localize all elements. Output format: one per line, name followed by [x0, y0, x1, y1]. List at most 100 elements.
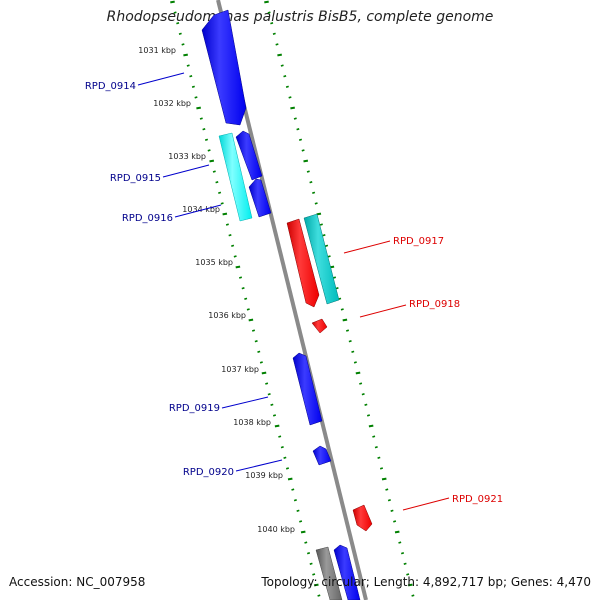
- tick-mark: [351, 350, 355, 353]
- tick-mark: [246, 308, 250, 311]
- tick-mark: [309, 181, 313, 184]
- tick-mark: [267, 11, 271, 14]
- tick-mark: [312, 573, 316, 576]
- tick-mark: [170, 0, 175, 4]
- gene-label-rpd-0915[interactable]: RPD_0915: [110, 173, 161, 184]
- tick-mark: [280, 64, 284, 67]
- tick-mark: [400, 552, 405, 555]
- gene-rpd-0916[interactable]: [248, 178, 272, 218]
- tick-mark: [191, 85, 195, 88]
- tick-mark: [280, 446, 284, 449]
- tick-mark: [387, 499, 391, 502]
- gene-label-rpd-0916[interactable]: RPD_0916: [122, 213, 173, 224]
- tick-mark: [196, 106, 201, 110]
- tick-mark: [215, 181, 219, 184]
- tick-mark: [274, 424, 280, 428]
- ruler-label: 1036 kbp: [208, 311, 246, 320]
- tick-track: [170, 0, 415, 597]
- gene-label-rpd-0918[interactable]: RPD_0918: [409, 299, 460, 310]
- ruler-label: 1035 kbp: [195, 258, 233, 267]
- tick-mark: [340, 308, 344, 311]
- tick-mark: [270, 403, 274, 406]
- tick-mark: [218, 191, 222, 194]
- gene-rpd-0917-rna[interactable]: [303, 213, 340, 305]
- tick-mark: [194, 96, 198, 99]
- tick-mark: [359, 382, 363, 385]
- gene-label-rpd-0914[interactable]: RPD_0914: [85, 81, 136, 92]
- tick-mark: [288, 96, 292, 99]
- tick-mark: [238, 276, 243, 279]
- gene-rpd-0919[interactable]: [292, 352, 323, 426]
- tick-mark: [176, 22, 180, 25]
- tick-mark: [385, 488, 389, 491]
- tick-mark: [296, 509, 300, 512]
- tick-mark: [390, 509, 394, 512]
- tick-mark: [398, 541, 402, 544]
- gene-rpd-0914[interactable]: [201, 9, 247, 126]
- tick-mark: [259, 361, 263, 364]
- tick-mark: [312, 191, 316, 194]
- tick-mark: [287, 477, 293, 481]
- tick-mark: [325, 244, 329, 247]
- gene-label-rpd-0921[interactable]: RPD_0921: [452, 494, 503, 505]
- tick-mark: [270, 22, 274, 25]
- tick-mark: [322, 234, 326, 237]
- tick-mark: [293, 117, 297, 120]
- tick-mark: [403, 562, 407, 565]
- tick-mark: [251, 329, 256, 332]
- tick-mark: [345, 329, 350, 332]
- tick-mark: [220, 202, 224, 205]
- gene-bottom-gray[interactable]: [315, 546, 343, 600]
- tick-mark: [272, 414, 277, 417]
- gene-rpd-0915[interactable]: [235, 130, 263, 181]
- ruler-label: 1034 kbp: [182, 205, 220, 214]
- gene-label-rpd-0919[interactable]: RPD_0919: [169, 403, 220, 414]
- tick-mark: [372, 435, 376, 438]
- tick-mark: [183, 53, 188, 57]
- tick-mark: [361, 393, 365, 396]
- gene-label-rpd-0920[interactable]: RPD_0920: [183, 467, 234, 478]
- tick-mark: [222, 212, 228, 216]
- tick-mark: [244, 297, 248, 300]
- tick-mark: [202, 128, 206, 131]
- gene-label-rpd-0917[interactable]: RPD_0917: [393, 236, 444, 247]
- accession-text: Accession: NC_007958: [9, 575, 146, 589]
- tick-mark: [278, 435, 282, 438]
- tick-mark: [379, 467, 384, 470]
- tick-mark: [283, 75, 287, 78]
- tick-mark: [173, 11, 177, 14]
- tick-mark: [309, 562, 313, 565]
- ruler-label: 1039 kbp: [245, 471, 283, 480]
- tick-mark: [394, 530, 400, 534]
- tick-mark: [204, 138, 209, 141]
- ruler-label: 1033 kbp: [168, 152, 206, 161]
- tick-mark: [342, 318, 348, 322]
- tick-mark: [317, 594, 321, 597]
- tick-mark: [207, 149, 211, 152]
- tick-mark: [306, 552, 311, 555]
- tick-mark: [296, 128, 300, 131]
- tick-mark: [291, 488, 295, 491]
- gene-rpd-0918[interactable]: [311, 318, 328, 334]
- tick-mark: [353, 361, 357, 364]
- tick-mark: [264, 0, 269, 4]
- ruler-label: 1037 kbp: [221, 365, 259, 374]
- tick-mark: [199, 117, 203, 120]
- gene-bottom-blue[interactable]: [333, 544, 361, 600]
- gene-rpd-0915-rna[interactable]: [218, 132, 253, 222]
- gene-labels: RPD_0914 RPD_0915 RPD_0916 RPD_0917 RPD_…: [85, 81, 503, 505]
- tick-mark: [406, 573, 410, 576]
- tick-mark: [298, 138, 303, 141]
- tick-mark: [313, 583, 319, 587]
- ruler-labels: 1031 kbp 1032 kbp 1033 kbp 1034 kbp 1035…: [138, 46, 295, 534]
- tick-mark: [293, 499, 297, 502]
- tick-mark: [225, 223, 229, 226]
- tick-mark: [209, 159, 215, 163]
- gene-rpd-0921[interactable]: [352, 504, 373, 532]
- tick-mark: [233, 255, 237, 258]
- tick-mark: [254, 340, 258, 343]
- tick-mark: [299, 520, 303, 523]
- gene-rpd-0920[interactable]: [312, 445, 332, 466]
- gene-rpd-0917[interactable]: [286, 218, 320, 308]
